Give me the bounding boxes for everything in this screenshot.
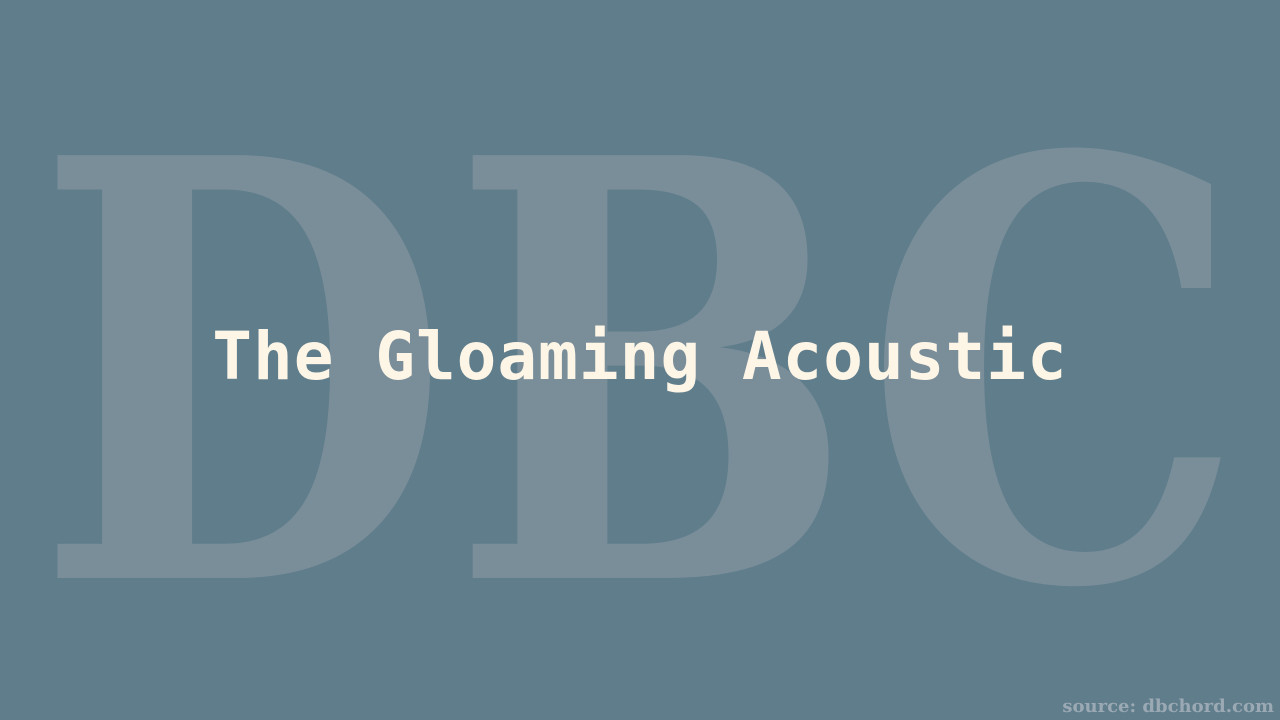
dbc-watermark-text: DBC bbox=[35, 33, 1245, 715]
source-credit: source: dbchord.com bbox=[1062, 696, 1274, 717]
song-title: The Gloaming Acoustic bbox=[212, 318, 1068, 395]
